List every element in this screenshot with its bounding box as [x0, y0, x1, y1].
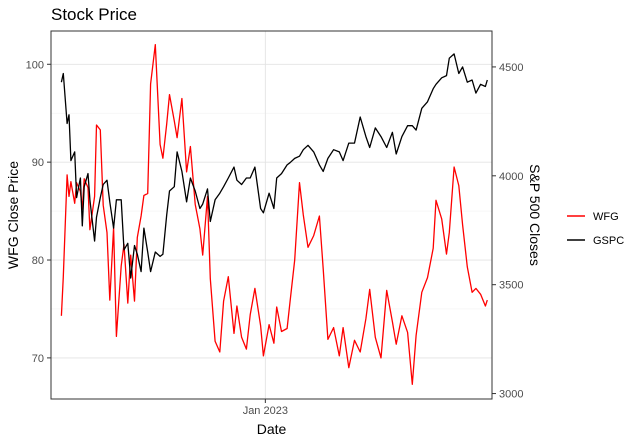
y2-tick-label: 3500: [499, 280, 523, 292]
axes-layer: 70 80 90 100 3000 3500 4000 4500 Jan 2023: [26, 59, 524, 417]
y-tick-label: 100: [26, 59, 44, 71]
y-tick-label: 90: [32, 157, 44, 169]
y2-tick-label: 3000: [499, 389, 523, 401]
legend-label-wfg: WFG: [593, 211, 619, 223]
series-line-wfg: [60, 44, 488, 385]
plot-border: [50, 30, 493, 400]
plot-panel: [51, 31, 492, 399]
y2-axis-title: S&P 500 Closes: [527, 164, 543, 266]
y2-tick-label: 4500: [499, 62, 523, 74]
y-tick-label: 70: [32, 353, 44, 365]
chart-title: Stock Price: [51, 5, 137, 24]
legend: WFG GSPC: [567, 211, 624, 247]
x-tick-label: Jan 2023: [243, 405, 288, 417]
series-layer: [60, 44, 488, 385]
y2-tick-label: 4000: [499, 171, 523, 183]
series-line-gspc: [60, 53, 488, 279]
x-axis-title: Date: [257, 421, 287, 437]
y-tick-label: 80: [32, 255, 44, 267]
y-axis-title: WFG Close Price: [5, 161, 21, 269]
legend-label-gspc: GSPC: [593, 235, 624, 247]
